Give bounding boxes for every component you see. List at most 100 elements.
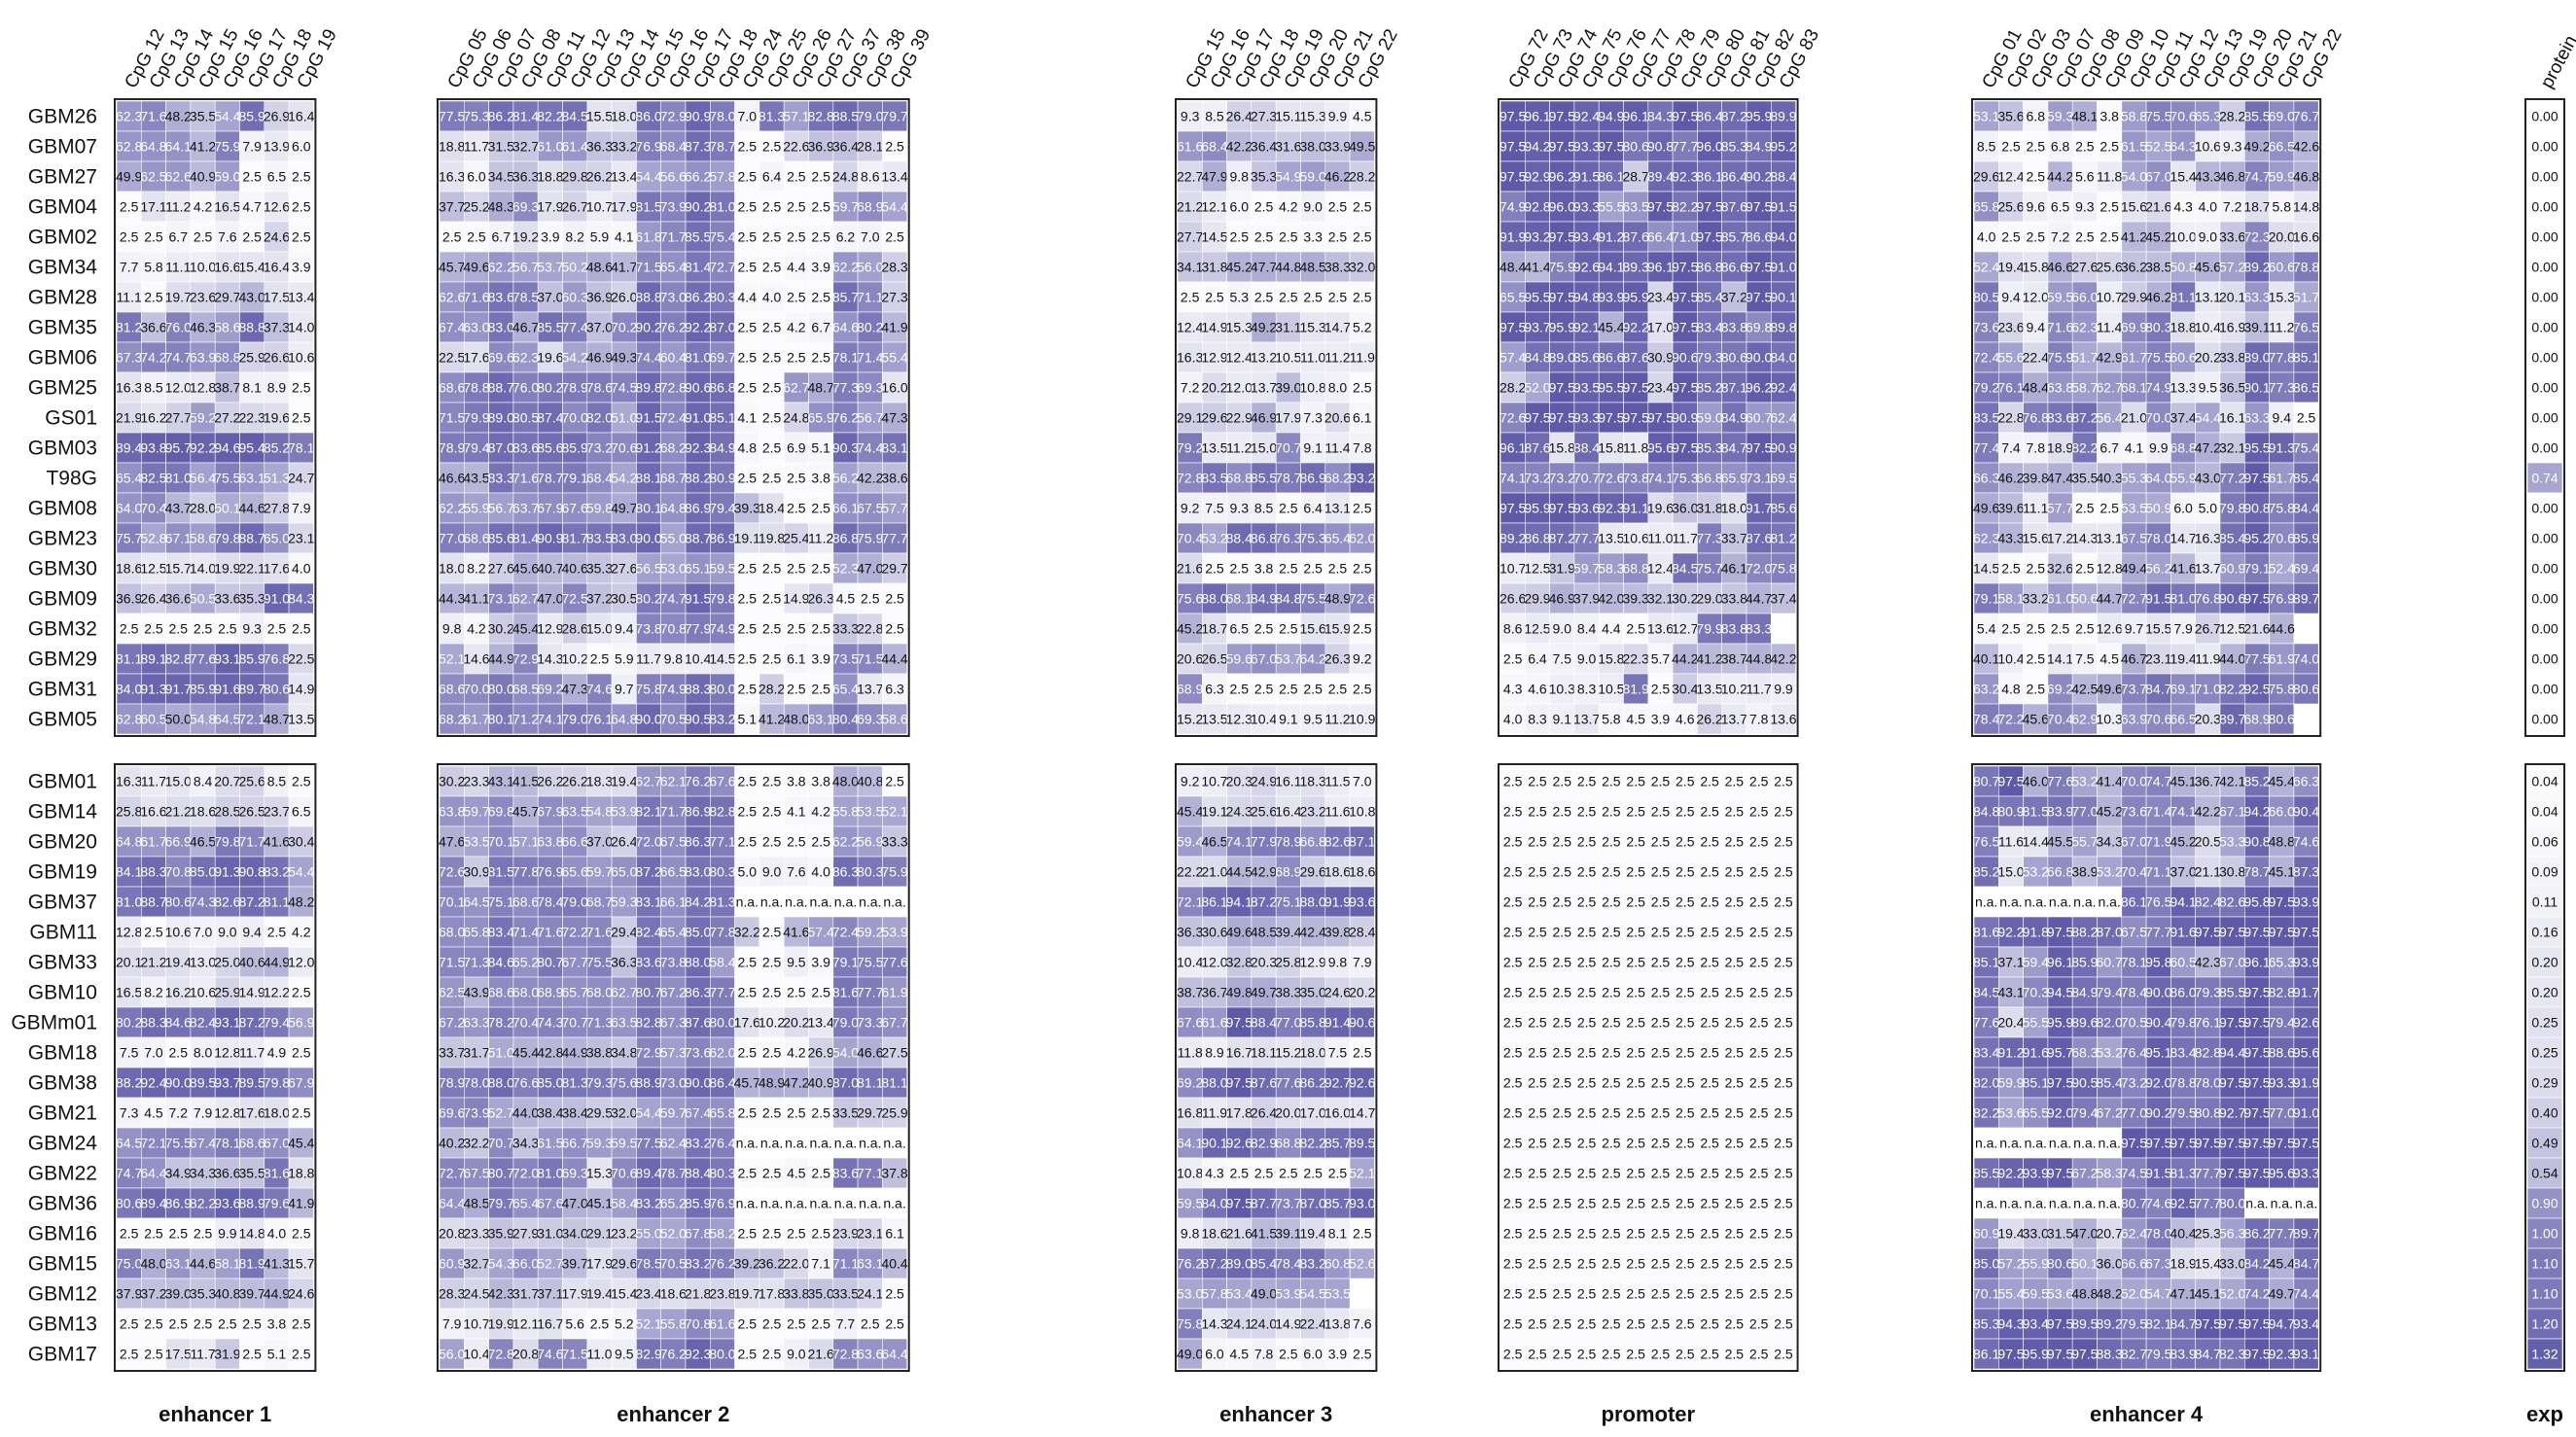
cell-value: 9.5 — [787, 955, 806, 970]
cell-value: 68.2 — [660, 440, 687, 456]
cell-value: 79.4 — [463, 440, 489, 456]
cell-value: 2.5 — [811, 1166, 830, 1181]
cell-value: 19.4 — [611, 774, 637, 789]
cell-value: 48.5 — [1251, 925, 1277, 940]
cell-value: 77.9 — [685, 621, 711, 637]
cell-value: 2.5 — [2100, 199, 2119, 215]
cell-value: 65.2 — [660, 1196, 687, 1211]
cell-value: 40.8 — [214, 1286, 240, 1302]
cell-value: 45.2 — [1226, 260, 1253, 275]
cell-value: 90.2 — [685, 199, 711, 215]
cell-value: 2.5 — [2027, 682, 2046, 697]
cell-value: 66.8 — [2047, 864, 2073, 880]
cell-value: 37.1 — [537, 1286, 563, 1302]
cell-value: 84.9 — [1721, 410, 1747, 426]
cell-value: 2.5 — [2075, 229, 2095, 245]
cell-value: 76.4 — [709, 1136, 735, 1151]
cell-value: 49.7 — [611, 501, 637, 516]
cell-value: 11.2 — [165, 199, 191, 215]
cell-value: 48.7 — [808, 380, 834, 396]
cell-value: 2.5 — [787, 834, 806, 850]
cell-value: 66.4 — [1647, 229, 1674, 245]
cell-value: 53.5 — [857, 804, 883, 820]
cell-value: 53.2 — [2071, 774, 2098, 789]
cell-value: 26.3 — [1324, 651, 1351, 667]
cell-value: 79.1 — [2243, 561, 2270, 577]
cell-value: 85.4 — [2293, 471, 2319, 486]
cell-value: 2.5 — [861, 591, 880, 607]
cell-value: 49.4 — [2121, 561, 2147, 577]
cell-value: 83.3 — [488, 471, 514, 486]
cell-value: 26.2 — [562, 774, 588, 789]
cell-value: 77.7 — [2145, 925, 2171, 940]
cell-value: 49.0 — [1177, 1347, 1203, 1362]
cell-value: 22.7 — [1177, 169, 1203, 185]
cell-value: 83.2 — [709, 712, 735, 727]
cell-value: 11.2 — [808, 531, 833, 546]
cell-value: n.a. — [760, 1196, 783, 1211]
cell-value: 91.2 — [635, 440, 661, 456]
cell-value: 2.5 — [144, 1316, 163, 1332]
cell-value: 62.6 — [165, 169, 192, 185]
cell-value: 2.5 — [1725, 955, 1745, 970]
cell-value: 76.0 — [512, 380, 539, 396]
cell-value: 49.6 — [1973, 501, 1999, 516]
cell-value: 90.3 — [832, 440, 859, 456]
cell-value: 79.8 — [214, 531, 240, 546]
cell-value: 93.6 — [1573, 501, 1600, 516]
cell-value: 32.2 — [734, 925, 760, 940]
cell-value: 62.2 — [832, 260, 859, 275]
cell-value: 90.2 — [1746, 169, 1772, 185]
cell-value: 66.1 — [660, 894, 687, 910]
cell-value: 67.4 — [685, 1105, 711, 1121]
cell-value: 2.5 — [738, 561, 758, 577]
cell-value: 4.2 — [787, 320, 806, 335]
cell-value: 2.5 — [1626, 774, 1645, 789]
cell-value: 66.3 — [2293, 774, 2319, 789]
cell-value: 24.1 — [1226, 1316, 1253, 1332]
cell-value: 80.2 — [537, 380, 563, 396]
cell-value: 74.4 — [635, 350, 661, 366]
cell-value: 44.9 — [488, 651, 514, 667]
cell-value: 2.5 — [2100, 139, 2119, 155]
cell-value: 73.7 — [1275, 1196, 1301, 1211]
cell-value: 80.0 — [709, 682, 735, 697]
cell-value: 2.5 — [1528, 1196, 1547, 1211]
cell-value: 2.5 — [1528, 985, 1547, 1000]
cell-value: 74.1 — [1647, 471, 1674, 486]
cell-value: 46.6 — [439, 471, 465, 486]
cell-value: 6.0 — [1205, 1347, 1224, 1362]
cell-value: 39.0 — [1275, 380, 1301, 396]
cell-value: 20.3 — [1251, 955, 1277, 970]
cell-value: 18.8 — [2170, 320, 2196, 335]
cell-value: 16.6 — [214, 260, 240, 275]
cell-value: 49.2 — [2243, 139, 2270, 155]
cell-value: 85.9 — [2071, 955, 2098, 970]
cell-value: 2.5 — [1725, 1105, 1745, 1121]
cell-value: 16.0 — [1324, 1105, 1351, 1121]
cell-value: 91.7 — [2293, 985, 2319, 1000]
cell-value: 2.5 — [787, 501, 806, 516]
cell-value: 9.8 — [1181, 1226, 1200, 1242]
cell-value: 50.0 — [165, 712, 192, 727]
cell-value: n.a. — [2049, 1196, 2071, 1211]
cell-value: 75.8 — [1770, 561, 1796, 577]
cell-value: 45.2 — [2145, 229, 2171, 245]
cell-value: 88.4 — [685, 1166, 711, 1181]
cell-value: 58.7 — [2071, 380, 2098, 396]
cell-value: 88.9 — [239, 1196, 265, 1211]
heatmap-cell — [239, 130, 265, 162]
cell-value: 29.8 — [562, 169, 588, 185]
cell-value: 84.8 — [1973, 804, 1999, 820]
cell-value: 81.1 — [2170, 290, 2196, 305]
cell-value: 55.0 — [660, 531, 687, 546]
cell-value: 41.2 — [2121, 229, 2147, 245]
row-label-GBM23: GBM23 — [28, 528, 97, 550]
cell-value: 35.5 — [2071, 471, 2098, 486]
cell-value: 33.7 — [439, 1045, 465, 1061]
cell-value: 81.2 — [116, 320, 142, 335]
cell-value: 92.6 — [1573, 260, 1600, 275]
cell-value: 52.7 — [537, 1256, 563, 1272]
cell-value: 2.5 — [1602, 1045, 1621, 1061]
cell-value: 2.5 — [738, 350, 758, 366]
